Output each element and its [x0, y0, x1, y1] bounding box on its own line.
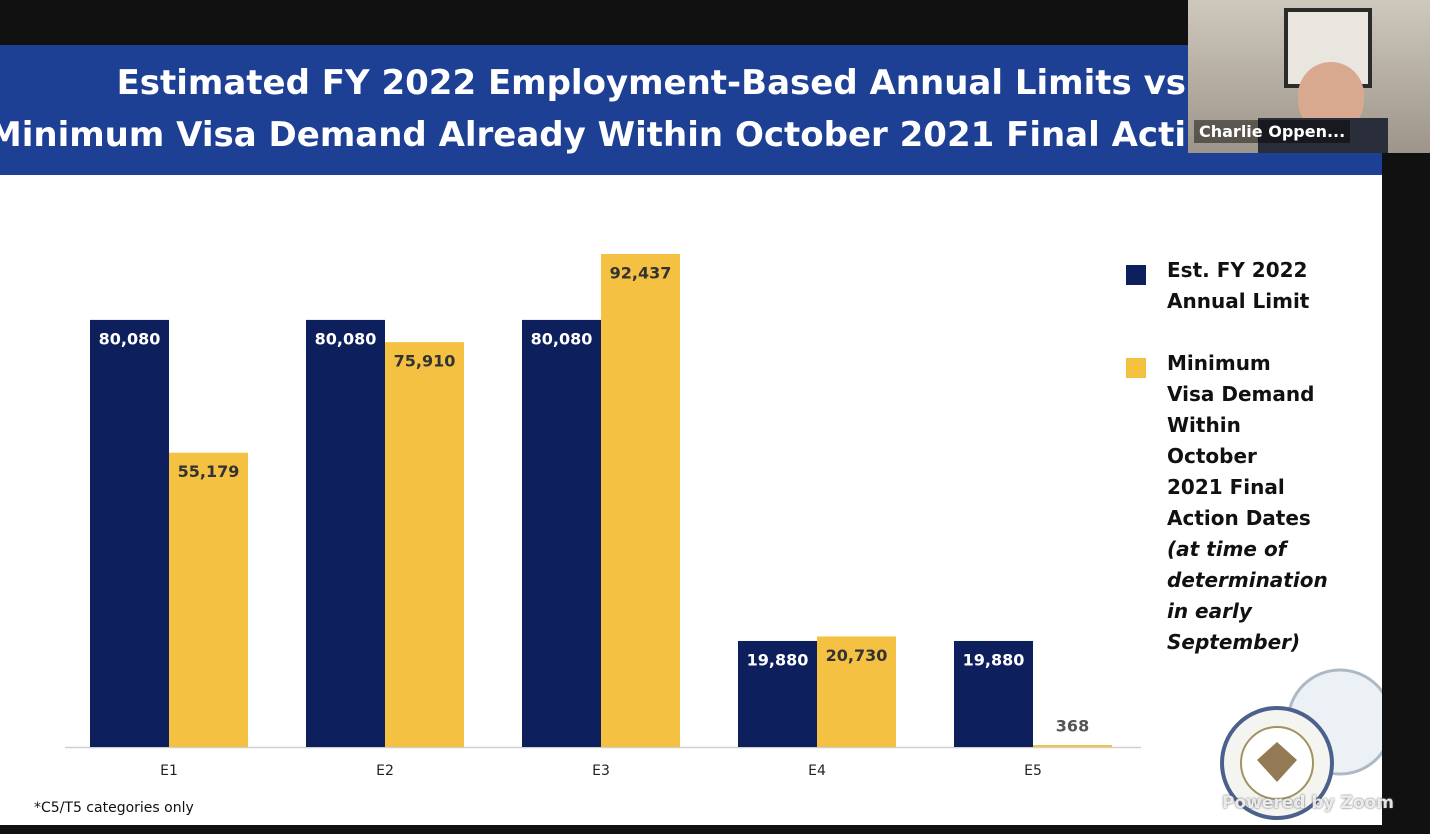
zoom-watermark: Powered by Zoom — [1222, 793, 1394, 813]
bar — [601, 254, 680, 747]
video-tile: Charlie Oppen... — [1188, 0, 1430, 153]
legend: Est. FY 2022 Annual Limit Minimum Visa De… — [1126, 255, 1328, 689]
title-banner: Estimated FY 2022 Employment-Based Annua… — [0, 45, 1382, 175]
legend-label: Minimum Visa Demand Within October 2021 … — [1167, 351, 1315, 530]
value-label: 19,880 — [747, 650, 809, 669]
legend-note: (at time of determination in early Septe… — [1167, 537, 1328, 654]
value-label: 368 — [1056, 717, 1089, 736]
bar — [817, 636, 896, 747]
legend-label: Est. FY 2022 Annual Limit — [1167, 258, 1310, 313]
x-tick-label: E2 — [376, 763, 394, 779]
x-tick-label: E1 — [160, 763, 178, 779]
value-label: 20,730 — [826, 646, 888, 665]
x-tick-label: E4 — [808, 763, 826, 779]
participant-suit — [1258, 118, 1388, 153]
legend-item: Minimum Visa Demand Within October 2021 … — [1126, 348, 1328, 658]
bar — [169, 452, 248, 747]
legend-swatch — [1126, 265, 1146, 285]
value-label: 92,437 — [610, 264, 672, 283]
bar — [90, 319, 169, 747]
bar — [522, 319, 601, 747]
value-label: 55,179 — [178, 462, 240, 481]
bar — [306, 319, 385, 747]
value-label: 80,080 — [99, 329, 161, 348]
legend-item: Est. FY 2022 Annual Limit — [1126, 255, 1316, 317]
x-tick-label: E3 — [592, 763, 610, 779]
bar — [954, 640, 1033, 747]
value-label: 80,080 — [531, 329, 593, 348]
bar — [1033, 745, 1112, 747]
value-label: 80,080 — [315, 329, 377, 348]
title-line: Estimated FY 2022 Employment-Based Annua… — [116, 63, 1186, 103]
seal — [1220, 668, 1382, 820]
bar — [738, 640, 817, 747]
footnote: *C5/T5 categories only — [34, 800, 194, 816]
bar — [385, 342, 464, 747]
title-line: Minimum Visa Demand Already Within Octob… — [0, 115, 1186, 155]
x-tick-label: E5 — [1024, 763, 1042, 779]
seal-eagle — [1257, 742, 1297, 782]
value-label: 75,910 — [394, 352, 456, 371]
legend-swatch — [1126, 358, 1146, 378]
participant-name: Charlie Oppen... — [1194, 120, 1351, 143]
chart: E1 80,080 55,179 E2 80,080 75,910 E3 80,080 92,4… — [65, 254, 1382, 820]
value-label: 19,880 — [963, 650, 1025, 669]
